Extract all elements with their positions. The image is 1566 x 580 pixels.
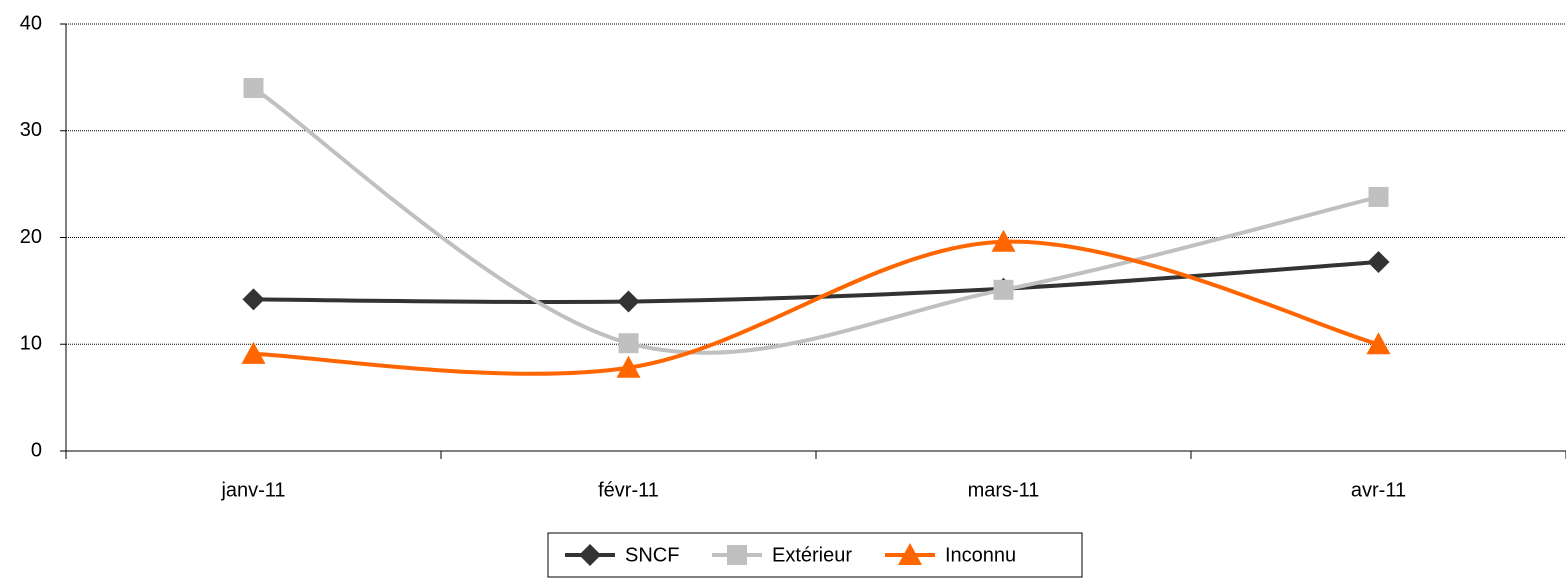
y-tick-label: 10 xyxy=(20,333,42,355)
point-marker xyxy=(243,78,264,99)
point-marker xyxy=(242,288,265,311)
legend-box xyxy=(547,532,1083,578)
legend-label: Extérieur xyxy=(772,544,852,566)
x-tick-label: mars-11 xyxy=(968,479,1040,501)
legend-marker xyxy=(727,545,747,565)
point-marker xyxy=(616,355,641,378)
x-tick-label: janv-11 xyxy=(220,479,285,501)
legend-label: Inconnu xyxy=(945,544,1016,566)
point-marker xyxy=(1367,251,1390,274)
y-tick-label: 0 xyxy=(31,439,42,461)
point-marker xyxy=(1366,332,1391,355)
x-tick-label: avr-11 xyxy=(1351,479,1406,501)
series-line xyxy=(252,86,1379,355)
point-marker xyxy=(241,341,266,364)
point-marker xyxy=(993,279,1014,300)
legend-marker xyxy=(579,544,601,566)
series-line xyxy=(253,239,1380,376)
y-tick-label: 30 xyxy=(20,119,42,141)
y-tick-label: 20 xyxy=(20,226,42,248)
x-tick-label: févr-11 xyxy=(598,479,659,501)
point-marker xyxy=(617,290,640,313)
point-marker xyxy=(1368,186,1389,207)
y-tick-label: 40 xyxy=(20,12,42,34)
series-line xyxy=(253,260,1379,305)
point-marker xyxy=(618,333,639,354)
legend-marker xyxy=(898,543,922,565)
point-marker xyxy=(991,229,1016,252)
legend-label: SNCF xyxy=(625,544,679,566)
